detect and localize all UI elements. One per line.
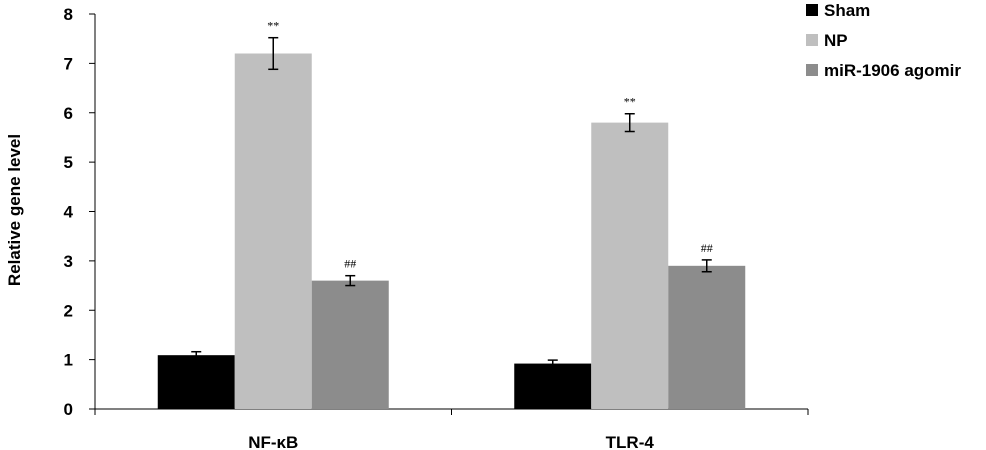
y-tick-label: 1 (64, 351, 73, 370)
x-category-label: NF-κB (248, 433, 298, 450)
bar (157, 355, 235, 409)
legend-swatch (806, 34, 818, 46)
bar (311, 280, 389, 409)
y-tick-label: 2 (64, 301, 73, 320)
bar (668, 265, 746, 409)
bar (514, 363, 592, 409)
bar (591, 122, 669, 409)
bars (157, 53, 746, 409)
y-tick-label: 7 (64, 54, 73, 73)
significance-label: ** (267, 19, 279, 33)
y-tick-label: 3 (64, 252, 73, 271)
y-tick-label: 4 (64, 203, 74, 222)
y-tick-label: 0 (64, 400, 73, 419)
legend-label: Sham (824, 1, 870, 20)
legend: Sham NP miR-1906 agomir (806, 1, 961, 80)
legend-swatch (806, 4, 818, 16)
y-tick-label: 5 (64, 153, 73, 172)
error-bars (191, 36, 712, 368)
y-tick-label: 8 (64, 5, 73, 24)
significance-annotations: ** ## ** ## (267, 19, 713, 271)
y-axis-label: Relative gene level (5, 134, 24, 286)
significance-label: ** (624, 95, 636, 109)
legend-swatch (806, 64, 818, 76)
x-category-label: TLR-4 (606, 433, 655, 450)
legend-label: miR-1906 agomir (824, 61, 961, 80)
significance-label: ## (701, 241, 713, 255)
legend-label: NP (824, 31, 848, 50)
bar (234, 53, 312, 409)
significance-label: ## (344, 257, 356, 271)
y-tick-label: 6 (64, 104, 73, 123)
